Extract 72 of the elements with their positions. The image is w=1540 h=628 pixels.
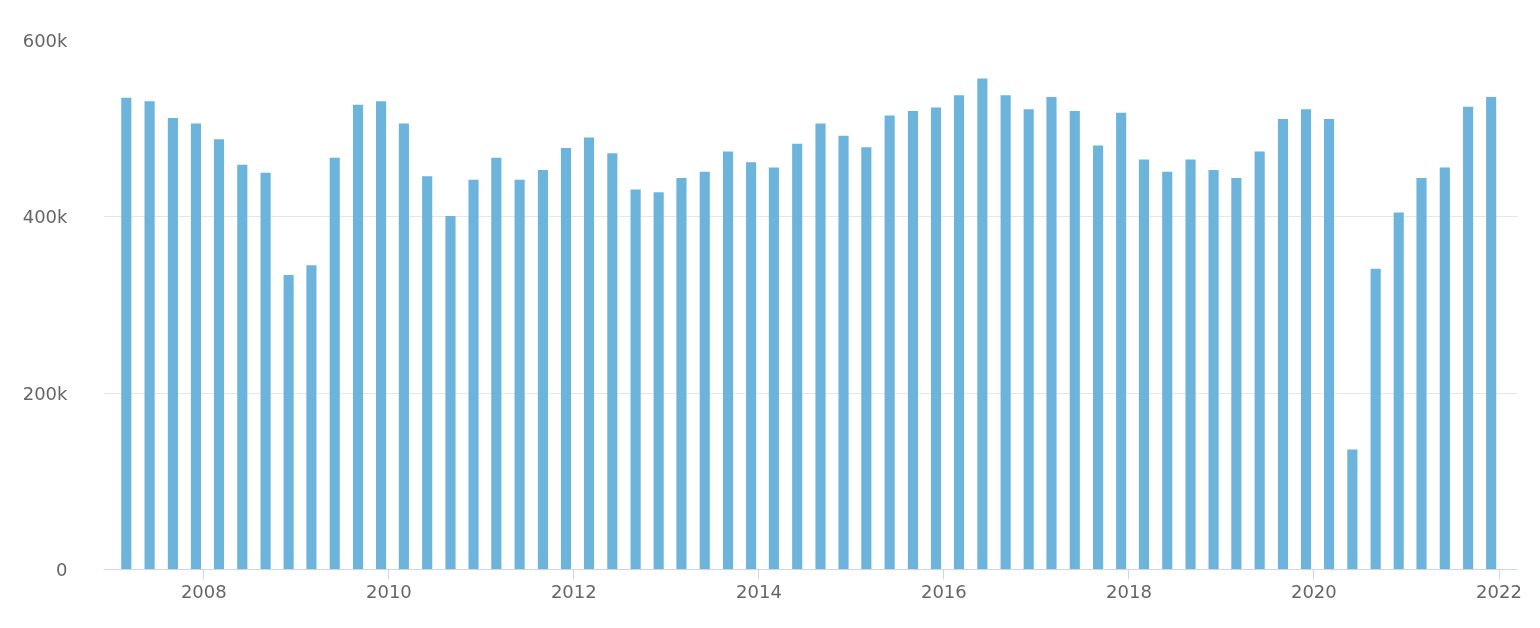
bar	[376, 101, 387, 570]
x-tick-label: 2014	[736, 580, 782, 602]
bar	[1208, 170, 1219, 570]
bar	[445, 215, 456, 570]
bar	[907, 111, 919, 570]
bar	[190, 123, 202, 570]
bar	[1347, 449, 1358, 570]
bar	[1093, 145, 1104, 570]
bar	[1300, 109, 1312, 570]
bar	[630, 189, 641, 570]
bar	[398, 123, 409, 570]
bar	[1324, 118, 1335, 570]
bar	[1138, 159, 1149, 570]
bar	[607, 153, 618, 570]
bar	[723, 151, 734, 570]
bar	[1069, 111, 1080, 570]
bar	[537, 170, 548, 570]
bar	[1277, 118, 1289, 570]
bar	[1393, 212, 1404, 570]
bar	[861, 147, 872, 570]
bar	[1254, 151, 1265, 570]
bar	[1463, 106, 1474, 570]
bar	[306, 265, 317, 570]
bar	[1162, 171, 1173, 570]
bar	[468, 179, 479, 570]
bar	[1023, 109, 1034, 570]
bar	[491, 157, 502, 570]
bar	[953, 95, 965, 570]
x-tick-label: 2010	[366, 580, 412, 602]
x-tick-label: 2016	[920, 580, 967, 602]
bar	[653, 192, 664, 570]
bar	[746, 162, 757, 570]
bar	[838, 135, 849, 570]
y-tick-label: 200k	[22, 382, 69, 404]
bar	[237, 164, 248, 570]
bar	[930, 107, 942, 570]
bar	[213, 139, 225, 570]
bar	[352, 104, 364, 570]
bar	[260, 172, 271, 570]
bar	[583, 137, 595, 570]
bar	[815, 123, 826, 570]
bar	[1116, 112, 1127, 570]
y-tick-label: 600k	[22, 30, 69, 51]
bar	[560, 148, 572, 570]
x-tick-label: 2012	[550, 580, 597, 602]
bar	[1231, 178, 1242, 570]
bar	[422, 176, 433, 570]
bar	[676, 178, 687, 570]
bar	[1046, 96, 1057, 570]
bar	[167, 118, 178, 570]
x-tick-label: 2020	[1290, 580, 1337, 602]
x-tick-label: 2008	[180, 580, 227, 602]
bar	[699, 171, 710, 570]
bar	[1439, 167, 1450, 570]
bar	[884, 115, 895, 570]
bar	[977, 78, 988, 570]
bar	[1416, 178, 1427, 570]
y-tick-label: 400k	[22, 206, 69, 228]
y-tick-label: 0	[56, 559, 68, 580]
x-tick-label: 2018	[1106, 580, 1152, 602]
bar	[144, 101, 155, 570]
x-tick-label: 2022	[1476, 580, 1522, 602]
bar	[1370, 268, 1381, 570]
bar	[514, 179, 525, 570]
bar	[768, 167, 779, 570]
bar	[329, 157, 340, 570]
bar	[1486, 96, 1497, 570]
bar	[1000, 95, 1011, 570]
bar	[1185, 159, 1196, 570]
bar	[283, 275, 294, 570]
bar	[792, 143, 803, 570]
bar	[121, 97, 132, 570]
